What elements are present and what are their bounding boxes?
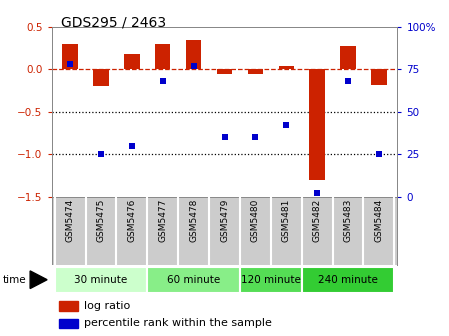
Bar [309,69,325,180]
Bar [340,46,356,69]
Text: GSM5478: GSM5478 [189,199,198,242]
Text: GSM5477: GSM5477 [158,199,167,242]
Text: percentile rank within the sample: percentile rank within the sample [84,319,273,329]
Text: GSM5475: GSM5475 [97,199,106,242]
Bar [371,69,387,85]
Bar [217,69,232,74]
Text: GSM5476: GSM5476 [128,199,136,242]
Bar [124,54,140,69]
Text: 60 minute: 60 minute [167,275,220,285]
Bar [58,319,78,328]
Text: GSM5482: GSM5482 [313,199,321,242]
Bar [248,69,263,74]
Bar [155,44,171,69]
Text: time: time [2,275,26,285]
Polygon shape [30,271,47,289]
Bar [147,267,240,293]
Bar [62,44,78,69]
Text: 30 minute: 30 minute [75,275,128,285]
Bar [302,267,394,293]
Text: GSM5480: GSM5480 [251,199,260,242]
Bar [58,301,78,311]
Bar [186,40,201,69]
Text: GSM5484: GSM5484 [374,199,383,242]
Text: GSM5474: GSM5474 [66,199,75,242]
Text: 120 minute: 120 minute [241,275,301,285]
Text: GSM5481: GSM5481 [282,199,291,242]
Bar [240,267,302,293]
Text: log ratio: log ratio [84,301,131,311]
Bar [55,267,147,293]
Text: GSM5479: GSM5479 [220,199,229,242]
Text: GDS295 / 2463: GDS295 / 2463 [61,15,166,29]
Text: 240 minute: 240 minute [318,275,378,285]
Bar [93,69,109,86]
Bar [278,66,294,69]
Text: GSM5483: GSM5483 [343,199,352,242]
